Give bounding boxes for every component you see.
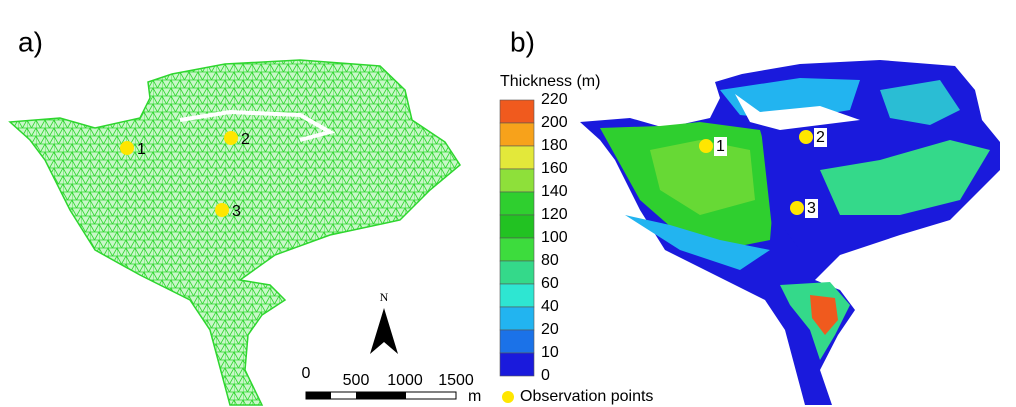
scale-unit: m	[468, 388, 481, 405]
point-label: 1	[137, 141, 146, 158]
panel-label: b)	[510, 26, 535, 57]
point-label: 3	[232, 203, 241, 220]
legend-swatch	[499, 214, 535, 239]
legend-level: 60	[541, 275, 559, 292]
north-label: N	[380, 290, 389, 304]
legend-level: 200	[541, 114, 568, 131]
legend-level: 40	[541, 298, 559, 315]
legend-point-label: Observation points	[520, 388, 653, 405]
observation-point	[215, 203, 229, 217]
thickness-map	[580, 60, 1000, 405]
legend-level: 20	[541, 321, 559, 338]
legend-swatch	[499, 283, 535, 308]
point-label: 1	[716, 138, 725, 155]
legend-swatch	[499, 306, 535, 331]
scale-label: 1500	[438, 372, 474, 389]
point-label: 2	[241, 131, 250, 148]
legend-level: 120	[541, 206, 568, 223]
legend-level: 140	[541, 183, 568, 200]
legend-point	[502, 391, 514, 403]
observation-point	[790, 201, 804, 215]
point-label: 2	[816, 129, 825, 146]
legend-title: Thickness (m)	[500, 73, 600, 90]
legend-swatch	[499, 168, 535, 193]
panel-label: a)	[18, 26, 43, 57]
legend-swatch	[499, 191, 535, 216]
scale-label: 1000	[387, 372, 423, 389]
legend-swatch	[499, 145, 535, 170]
scale-label: 0	[302, 365, 311, 382]
observation-point	[224, 131, 238, 145]
observation-point	[699, 139, 713, 153]
point-label-box	[814, 128, 827, 147]
legend-swatch	[499, 352, 535, 377]
legend-swatch	[499, 122, 535, 147]
north-arrow	[370, 308, 398, 354]
point-label: 3	[807, 200, 816, 217]
legend-level: 10	[541, 344, 559, 361]
observation-point	[799, 130, 813, 144]
legend-swatch	[499, 260, 535, 285]
legend-swatch	[499, 329, 535, 354]
point-label-box	[714, 137, 727, 156]
mesh-gap	[179, 109, 336, 142]
legend-swatch	[499, 99, 535, 124]
legend-level: 100	[541, 229, 568, 246]
legend-swatch	[499, 237, 535, 262]
legend-level: 220	[541, 91, 568, 108]
legend-level: 0	[541, 367, 550, 384]
scale-bar	[305, 391, 457, 400]
legend-level: 80	[541, 252, 559, 269]
point-label-box	[805, 199, 818, 218]
legend-level: 160	[541, 160, 568, 177]
scale-label: 500	[343, 372, 370, 389]
legend-level: 180	[541, 137, 568, 154]
observation-point	[120, 141, 134, 155]
